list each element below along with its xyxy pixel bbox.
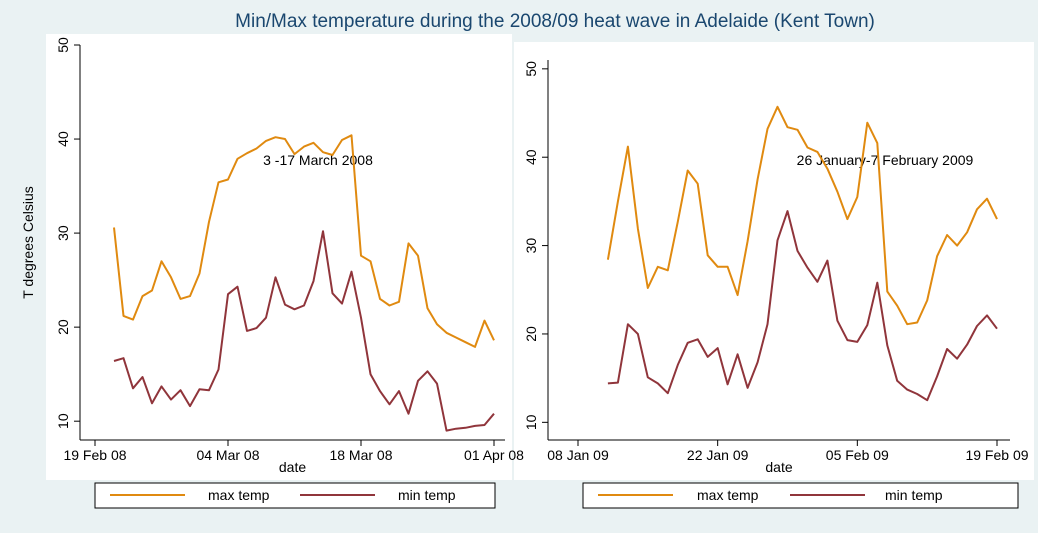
x-tick-label: 22 Jan 09	[687, 447, 749, 463]
annotation: 26 January-7 February 2009	[797, 152, 974, 168]
x-tick-label: 19 Feb 09	[965, 447, 1028, 463]
line	[113, 134, 495, 348]
panel-bg	[46, 34, 512, 480]
line	[606, 105, 998, 326]
chart-title: Min/Max temperature during the 2008/09 h…	[235, 11, 875, 32]
x-tick-label: 05 Feb 09	[826, 447, 889, 463]
legend-label: max temp	[697, 487, 759, 503]
annotation: 3 -17 March 2008	[263, 152, 373, 168]
y-tick-label: 40	[55, 131, 71, 147]
x-axis-label: date	[279, 459, 306, 475]
y-axis-label: T degrees Celsius	[20, 186, 36, 299]
legend-label: min temp	[885, 487, 943, 503]
x-tick-label: 04 Mar 08	[196, 447, 259, 463]
panel-bg	[514, 42, 1034, 480]
y-tick-label: 50	[55, 37, 71, 53]
line	[113, 230, 495, 432]
line	[607, 210, 998, 402]
x-tick-label: 18 Mar 08	[329, 447, 392, 463]
y-tick-label: 40	[523, 149, 539, 165]
legend-label: max temp	[208, 487, 270, 503]
y-tick-label: 20	[55, 319, 71, 335]
x-tick-label: 08 Jan 09	[547, 447, 609, 463]
x-tick-label: 19 Feb 08	[63, 447, 126, 463]
x-tick-label: 01 Apr 08	[464, 447, 524, 463]
y-tick-label: 20	[523, 326, 539, 342]
x-axis-label: date	[765, 459, 792, 475]
y-tick-label: 10	[523, 414, 539, 430]
legend-label: min temp	[398, 487, 456, 503]
y-tick-label: 30	[523, 238, 539, 254]
y-tick-label: 30	[55, 225, 71, 241]
y-tick-label: 50	[523, 61, 539, 77]
y-tick-label: 10	[55, 413, 71, 429]
